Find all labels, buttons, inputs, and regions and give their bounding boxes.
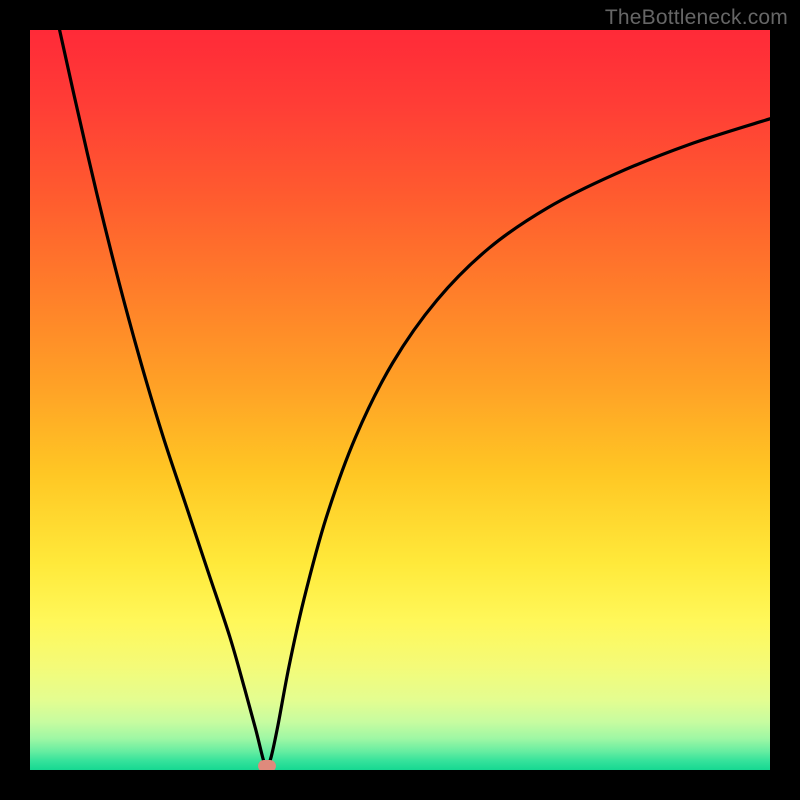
curve-left-branch (60, 30, 267, 769)
curve-right-branch (267, 119, 770, 769)
chart-plot-area (30, 30, 770, 770)
watermark-text: TheBottleneck.com (605, 6, 788, 30)
bottleneck-curve (30, 30, 770, 770)
optimal-point-marker (258, 760, 276, 770)
